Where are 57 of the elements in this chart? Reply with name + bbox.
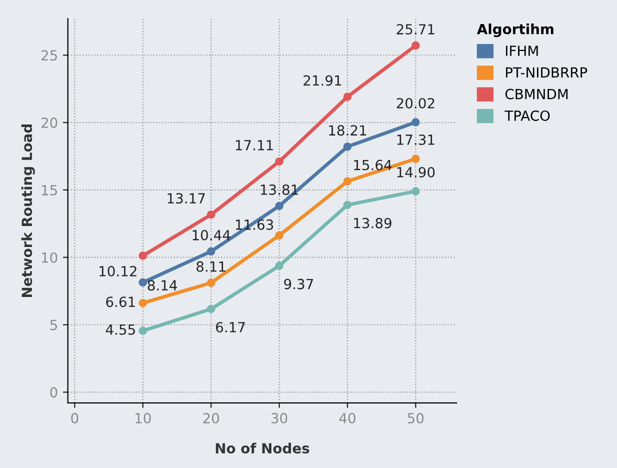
data-label: 13.17 bbox=[168, 193, 205, 204]
legend-title: Algortihm bbox=[476, 24, 554, 38]
x-tick-label: 40 bbox=[339, 412, 356, 424]
point bbox=[275, 262, 284, 270]
x-tick-label: 30 bbox=[271, 412, 288, 424]
legend-label: PT-NIDBRRP bbox=[506, 67, 588, 78]
point bbox=[411, 41, 420, 50]
y-tick-label: 15 bbox=[42, 185, 57, 196]
y-tick-label: 5 bbox=[50, 320, 57, 330]
x-tick-label: 50 bbox=[408, 412, 424, 424]
point bbox=[206, 278, 216, 287]
x-tick-label: 20 bbox=[203, 412, 219, 424]
data-label: 20.02 bbox=[396, 98, 434, 108]
data-label: 18.21 bbox=[329, 125, 366, 136]
y-tick-label: 25 bbox=[41, 50, 57, 61]
legend-label: TPACO bbox=[504, 110, 550, 121]
data-label: 10.44 bbox=[192, 230, 230, 240]
x-tick-label: 0 bbox=[71, 412, 78, 424]
data-label: 9.37 bbox=[284, 278, 313, 290]
data-label: 21.91 bbox=[304, 75, 342, 86]
point bbox=[206, 304, 216, 314]
data-label: 8.14 bbox=[148, 280, 178, 291]
point bbox=[206, 247, 216, 256]
legend-label: CBMNDM bbox=[505, 88, 568, 100]
legend-label: IFHM bbox=[506, 46, 538, 56]
point bbox=[411, 187, 420, 196]
data-label: 8.11 bbox=[196, 261, 226, 272]
point bbox=[411, 154, 420, 163]
x-tick-label: 10 bbox=[136, 412, 151, 424]
point bbox=[275, 231, 284, 240]
data-label: 6.61 bbox=[106, 296, 135, 308]
y-tick-label: 10 bbox=[42, 252, 58, 263]
point bbox=[275, 202, 284, 210]
point bbox=[343, 142, 352, 151]
point bbox=[343, 200, 352, 210]
point bbox=[343, 92, 352, 101]
data-label: 4.55 bbox=[106, 324, 135, 335]
y-tick-label: 20 bbox=[41, 117, 58, 128]
point bbox=[206, 210, 216, 219]
data-label: 15.64 bbox=[354, 160, 392, 170]
point bbox=[138, 278, 148, 287]
x-axis-title: No of Nodes bbox=[216, 442, 310, 454]
point bbox=[343, 177, 352, 186]
data-label: 17.11 bbox=[236, 140, 273, 150]
point bbox=[138, 298, 148, 308]
point bbox=[138, 326, 148, 335]
data-label: 6.17 bbox=[216, 322, 245, 332]
data-label: 10.12 bbox=[100, 266, 136, 276]
point bbox=[275, 157, 284, 166]
data-label: 13.89 bbox=[354, 218, 392, 228]
y-axis-title: Network Routing Load bbox=[21, 124, 35, 297]
y-tick-label: 0 bbox=[50, 387, 58, 398]
data-label: 17.31 bbox=[397, 134, 434, 145]
point bbox=[138, 252, 148, 260]
point bbox=[411, 118, 420, 126]
data-label: 14.90 bbox=[397, 166, 435, 178]
data-label: 25.71 bbox=[396, 24, 434, 35]
